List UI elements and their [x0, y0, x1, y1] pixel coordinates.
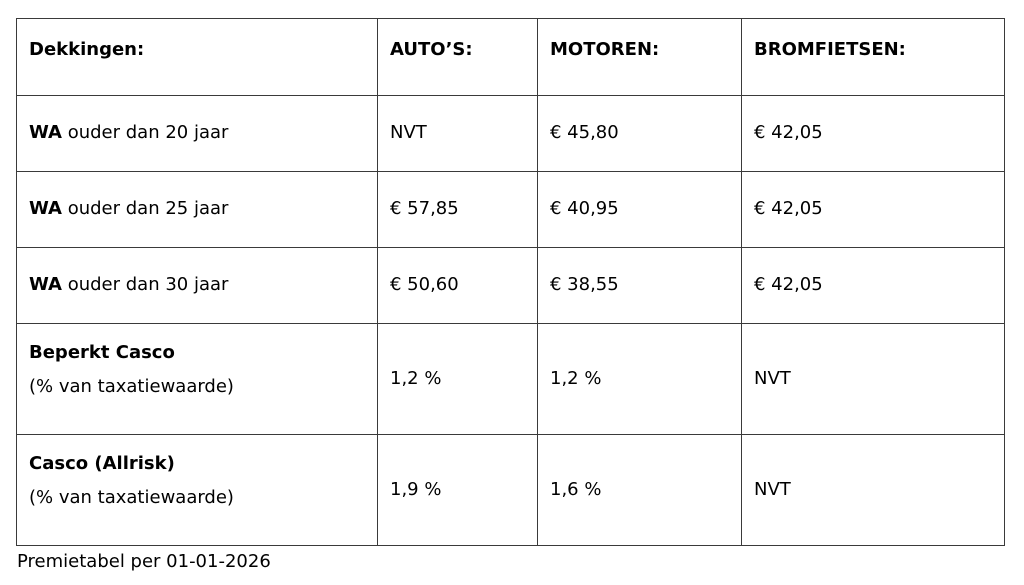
cell-motoren: 1,2 % [537, 323, 742, 435]
cell-motoren: 1,6 % [537, 434, 742, 546]
cell-autos: 1,9 % [377, 434, 538, 546]
cell-bromfietsen: € 42,05 [741, 171, 1005, 248]
premium-table: Dekkingen: AUTO’S: MOTOREN: BROMFIETSEN:… [16, 18, 1005, 546]
header-motoren: MOTOREN: [537, 18, 742, 96]
row-label-text: ouder dan 25 jaar [61, 198, 229, 219]
header-autos: AUTO’S: [377, 18, 538, 96]
cell-motoren: € 45,80 [537, 95, 742, 172]
cell-autos: NVT [377, 95, 538, 172]
row-label-text: ouder dan 30 jaar [61, 274, 229, 295]
row-label: Beperkt Casco (% van taxatiewaarde) [16, 323, 378, 435]
cell-motoren: € 40,95 [537, 171, 742, 248]
cell-bromfietsen: € 42,05 [741, 95, 1005, 172]
cell-motoren: € 38,55 [537, 247, 742, 324]
row-label-bold: Beperkt Casco [29, 342, 175, 363]
cell-bromfietsen: NVT [741, 434, 1005, 546]
row-label: WA ouder dan 25 jaar [16, 171, 378, 248]
table-row: Beperkt Casco (% van taxatiewaarde) 1,2 %… [16, 323, 1005, 435]
header-dekkingen: Dekkingen: [16, 18, 378, 96]
table-caption: Premietabel per 01-01-2026 [17, 551, 271, 572]
row-label-bold: Casco (Allrisk) [29, 453, 175, 474]
row-label-text: ouder dan 20 jaar [61, 122, 229, 143]
row-label: WA ouder dan 30 jaar [16, 247, 378, 324]
row-label-subtext: (% van taxatiewaarde) [29, 376, 234, 397]
table-row: WA ouder dan 20 jaar NVT € 45,80 € 42,05 [16, 95, 1005, 172]
table-header-row: Dekkingen: AUTO’S: MOTOREN: BROMFIETSEN: [16, 18, 1005, 96]
row-label-bold: WA [29, 274, 62, 295]
cell-bromfietsen: NVT [741, 323, 1005, 435]
table-row: WA ouder dan 30 jaar € 50,60 € 38,55 € 4… [16, 247, 1005, 324]
row-label-subtext: (% van taxatiewaarde) [29, 487, 234, 508]
header-bromfietsen: BROMFIETSEN: [741, 18, 1005, 96]
table-row: WA ouder dan 25 jaar € 57,85 € 40,95 € 4… [16, 171, 1005, 248]
cell-bromfietsen: € 42,05 [741, 247, 1005, 324]
cell-autos: € 57,85 [377, 171, 538, 248]
row-label-bold: WA [29, 122, 62, 143]
table-row: Casco (Allrisk) (% van taxatiewaarde) 1,9… [16, 434, 1005, 546]
row-label: WA ouder dan 20 jaar [16, 95, 378, 172]
row-label: Casco (Allrisk) (% van taxatiewaarde) [16, 434, 378, 546]
cell-autos: 1,2 % [377, 323, 538, 435]
cell-autos: € 50,60 [377, 247, 538, 324]
row-label-bold: WA [29, 198, 62, 219]
